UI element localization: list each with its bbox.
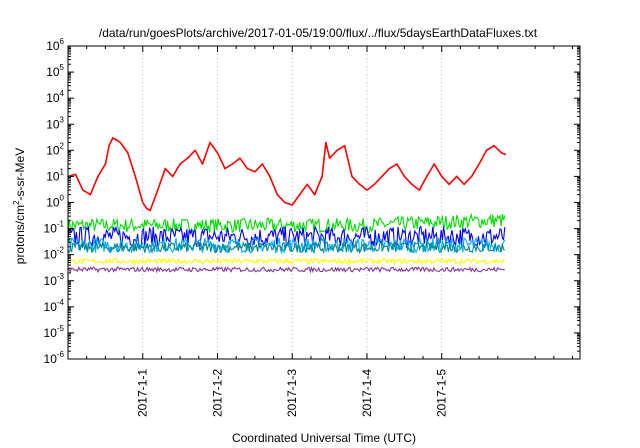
data-point bbox=[411, 183, 413, 186]
data-point bbox=[485, 149, 488, 152]
data-point bbox=[246, 167, 249, 170]
series-band bbox=[67, 240, 505, 255]
series-band bbox=[67, 257, 506, 266]
y-axis-label: protons/cm2-s-sr-MeV bbox=[12, 148, 27, 264]
data-point bbox=[470, 175, 473, 178]
data-point bbox=[269, 175, 271, 178]
data-point bbox=[478, 163, 480, 165]
data-point bbox=[388, 167, 391, 170]
x-axis: 2017-1-1 2017-1-2 2017-1-3 2017-1-4 2017-1-5 bbox=[86, 46, 574, 417]
data-point bbox=[134, 175, 137, 178]
data-point bbox=[149, 209, 151, 212]
data-point bbox=[82, 189, 84, 191]
data-point bbox=[396, 163, 398, 165]
data-point bbox=[108, 144, 110, 147]
data-point bbox=[358, 183, 361, 186]
x-tick-label: 2017-1-5 bbox=[435, 369, 449, 417]
data-point bbox=[426, 175, 428, 178]
series-band bbox=[67, 265, 505, 274]
y-tick-label: 105 bbox=[46, 63, 64, 79]
data-point bbox=[343, 144, 346, 147]
data-point bbox=[440, 175, 443, 178]
data-point bbox=[186, 157, 189, 159]
data-point bbox=[224, 167, 226, 170]
y-tick-label: 102 bbox=[46, 141, 64, 157]
data-point bbox=[403, 175, 406, 178]
data-point bbox=[351, 175, 353, 178]
series-band bbox=[67, 212, 506, 235]
data-point bbox=[74, 173, 77, 176]
data-point bbox=[493, 144, 495, 147]
y-tick-label: 100 bbox=[46, 194, 64, 210]
x-tick-label: 2017-1-1 bbox=[136, 369, 150, 417]
data-point bbox=[336, 149, 338, 152]
y-axis-label-superscript: 2 bbox=[12, 200, 21, 205]
x-grid bbox=[142, 46, 443, 359]
x-axis-label: Coordinated Universal Time (UTC) bbox=[232, 431, 416, 445]
data-point bbox=[373, 183, 376, 186]
y-tick-label: 10-5 bbox=[44, 324, 65, 340]
y-tick-label: 10-3 bbox=[44, 272, 65, 288]
data-point bbox=[418, 189, 421, 191]
band-series bbox=[67, 212, 506, 274]
data-point bbox=[164, 167, 166, 170]
x-tick-label: 2017-1-4 bbox=[360, 369, 374, 417]
y-tick-label: 106 bbox=[46, 37, 64, 53]
data-point bbox=[291, 204, 294, 206]
data-point bbox=[89, 193, 92, 196]
data-point bbox=[127, 152, 129, 154]
data-point bbox=[433, 163, 436, 165]
data-point bbox=[254, 171, 256, 173]
data-point bbox=[261, 163, 264, 165]
x-tick-label: 2017-1-3 bbox=[285, 369, 299, 417]
y-tick-label: 10-2 bbox=[44, 246, 65, 262]
y-tick-label: 101 bbox=[46, 167, 64, 183]
data-point bbox=[284, 201, 286, 204]
plot-frame bbox=[67, 45, 581, 360]
data-point bbox=[313, 193, 316, 196]
data-point bbox=[381, 175, 383, 178]
y-tick-label: 104 bbox=[46, 89, 64, 105]
data-point bbox=[231, 163, 234, 165]
y-axis-label-part: -s-sr-MeV bbox=[13, 148, 27, 201]
data-point bbox=[115, 139, 118, 141]
data-point bbox=[209, 141, 211, 144]
data-point bbox=[179, 163, 181, 165]
y-axis-label-part: protons/cm bbox=[13, 205, 27, 264]
data-point bbox=[463, 183, 465, 186]
chart-title: /data/run/goesPlots/archive/2017-01-05/1… bbox=[99, 26, 538, 40]
data-point bbox=[448, 183, 451, 186]
data-point bbox=[97, 175, 99, 178]
data-point bbox=[276, 193, 279, 196]
data-point bbox=[328, 157, 331, 159]
data-point bbox=[216, 152, 219, 154]
y-tick-label: 10-4 bbox=[44, 298, 65, 314]
y-axis: 10-6 10-5 10-4 10-3 10-2 10-1 100 101 102 103 104 1… bbox=[44, 37, 580, 366]
y-tick-label: 10-1 bbox=[44, 220, 65, 236]
data-point bbox=[119, 141, 122, 144]
data-point bbox=[239, 157, 241, 159]
y-tick-label: 103 bbox=[46, 115, 64, 131]
data-point bbox=[298, 193, 301, 196]
data-point bbox=[500, 152, 503, 154]
data-point bbox=[145, 207, 148, 210]
data-point bbox=[104, 163, 107, 165]
data-point bbox=[194, 149, 196, 152]
data-point bbox=[112, 137, 114, 139]
data-point bbox=[156, 189, 159, 191]
y-tick-label: 10-6 bbox=[44, 350, 65, 366]
data-point bbox=[455, 175, 458, 178]
data-point bbox=[201, 163, 204, 165]
data-point bbox=[306, 183, 309, 186]
data-point bbox=[321, 175, 323, 178]
data-point bbox=[171, 175, 174, 178]
data-point bbox=[325, 141, 327, 144]
x-tick-label: 2017-1-2 bbox=[210, 369, 224, 417]
line-series bbox=[67, 137, 507, 212]
data-point bbox=[504, 153, 507, 156]
series-line bbox=[67, 137, 506, 212]
